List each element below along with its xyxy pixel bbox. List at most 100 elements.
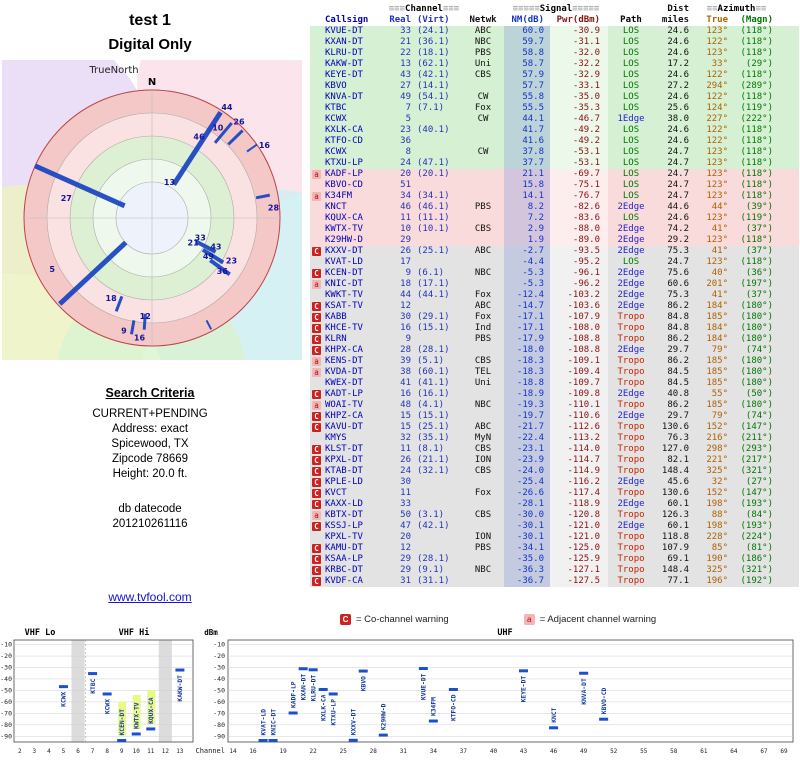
noise-margin-db: -4.4 (504, 257, 550, 268)
station-marker[interactable] (448, 688, 458, 692)
callsign-link[interactable]: KBVO (325, 81, 347, 91)
station-marker[interactable] (549, 726, 559, 730)
callsign-link[interactable]: KCWX (325, 114, 347, 124)
station-marker[interactable] (378, 733, 388, 737)
callsign-link[interactable]: KVDF-CA (325, 576, 363, 586)
station-marker[interactable] (579, 671, 589, 675)
callsign-link[interactable]: KXXV-DT (325, 246, 363, 256)
y-tick-label: -60 (213, 698, 225, 706)
radar-channel-label: 44 (221, 103, 233, 112)
channel-real: 16 (400, 323, 411, 333)
channel-virtual: (15.1) (417, 323, 450, 333)
callsign-link[interactable]: KVDA-DT (325, 367, 363, 377)
station-marker[interactable] (298, 667, 308, 671)
station-marker[interactable] (428, 719, 438, 723)
callsign-link[interactable]: KLST-DT (325, 444, 363, 454)
callsign-link[interactable]: KSAA-LP (325, 554, 363, 564)
callsign-link[interactable]: KPXL-TV (325, 532, 363, 542)
callsign-link[interactable]: KPXL-DT (325, 455, 363, 465)
callsign-link[interactable]: KAKW-DT (325, 59, 363, 69)
station-marker[interactable] (328, 692, 338, 696)
callsign-link[interactable]: KAXX-LD (325, 499, 363, 509)
station-label: K29HW-D (380, 703, 387, 730)
azimuth-true: 79° (711, 411, 728, 421)
station-marker[interactable] (131, 732, 141, 736)
callsign-link[interactable]: KNVA-DT (325, 92, 363, 102)
station-marker[interactable] (348, 738, 358, 742)
callsign-link[interactable]: KSAT-TV (325, 301, 363, 311)
callsign-link[interactable]: KTXU-LP (325, 158, 363, 168)
callsign-link[interactable]: KNCT (325, 202, 347, 212)
callsign-link[interactable]: KVAT-LD (325, 257, 363, 267)
station-marker[interactable] (58, 685, 68, 689)
station-marker[interactable] (308, 668, 318, 672)
distance-miles: 77.1 (667, 576, 689, 586)
signal-path: LOS (622, 180, 640, 190)
power-dbm: -109.8 (550, 389, 608, 400)
callsign-link[interactable]: KBVO-CD (325, 180, 363, 190)
callsign-link[interactable]: KBTX-DT (325, 510, 363, 520)
callsign-link[interactable]: KXAN-DT (325, 37, 363, 47)
callsign-link[interactable]: KWKT-TV (325, 290, 363, 300)
channel-real: 36 (400, 136, 411, 146)
network: Ind (474, 323, 492, 333)
callsign-link[interactable]: KADF-LP (325, 169, 363, 179)
distance-miles: 86.2 (667, 301, 689, 311)
callsign-link[interactable]: KAVU-DT (325, 422, 363, 432)
network: CW (477, 92, 489, 102)
callsign-link[interactable]: KXLK-CA (325, 125, 363, 135)
station-marker[interactable] (258, 739, 268, 742)
callsign-link[interactable]: K29HW-D (325, 235, 363, 245)
station-marker[interactable] (268, 739, 278, 742)
station-marker[interactable] (288, 711, 298, 715)
noise-margin-db: -35.0 (504, 554, 550, 565)
callsign-link[interactable]: KQUX-CA (325, 213, 363, 223)
station-marker[interactable] (318, 688, 328, 692)
station-marker[interactable] (358, 669, 368, 673)
callsign-link[interactable]: KAMU-DT (325, 543, 363, 553)
callsign-link[interactable]: KVUE-DT (325, 26, 363, 36)
channel-real: 50 (400, 510, 411, 520)
callsign-link[interactable]: KTAB-DT (325, 466, 363, 476)
radar-channel-label: 21 (188, 239, 200, 248)
azimuth-magnetic: (180°) (740, 400, 773, 410)
callsign-link[interactable]: KHPX-CA (325, 345, 363, 355)
azimuth-magnetic: (224°) (740, 532, 773, 542)
station-marker[interactable] (146, 727, 156, 731)
station-marker[interactable] (519, 669, 529, 673)
callsign-link[interactable]: KHPZ-CA (325, 411, 363, 421)
callsign-link[interactable]: KENS-DT (325, 356, 363, 366)
adjacent-channel-flag-icon: a (312, 170, 321, 179)
callsign-link[interactable]: K34FM (325, 191, 353, 201)
callsign-link[interactable]: KSSJ-LP (325, 521, 363, 531)
callsign-link[interactable]: KLRU-DT (325, 48, 363, 58)
callsign-link[interactable]: KLRN (325, 334, 347, 344)
power-dbm: -110.6 (550, 411, 608, 422)
callsign-link[interactable]: KCEN-DT (325, 268, 363, 278)
callsign-link[interactable]: KCWX (325, 147, 347, 157)
callsign-link[interactable]: KADT-LP (325, 389, 363, 399)
station-marker[interactable] (88, 672, 98, 676)
callsign-link[interactable]: KMYS (325, 433, 347, 443)
callsign-link[interactable]: WOAI-TV (325, 400, 363, 410)
noise-margin-db: 15.8 (504, 180, 550, 191)
callsign-link[interactable]: KWEX-DT (325, 378, 363, 388)
callsign-link[interactable]: KNIC-DT (325, 279, 363, 289)
tvfool-link[interactable]: www.tvfool.com (108, 590, 192, 604)
station-marker[interactable] (102, 692, 112, 696)
callsign-link[interactable]: KPLE-LD (325, 477, 363, 487)
station-marker[interactable] (418, 667, 428, 671)
callsign-link[interactable]: KTBC (325, 103, 347, 113)
station-marker[interactable] (599, 717, 609, 721)
channel-real: 5 (405, 114, 411, 124)
callsign-link[interactable]: KTFO-CD (325, 136, 363, 146)
callsign-link[interactable]: KWTX-TV (325, 224, 363, 234)
station-marker[interactable] (175, 668, 185, 672)
callsign-link[interactable]: KHCE-TV (325, 323, 363, 333)
callsign-link[interactable]: KABB (325, 312, 347, 322)
callsign-link[interactable]: KVCT (325, 488, 347, 498)
channel-virtual (416, 180, 462, 191)
station-marker[interactable] (117, 739, 127, 742)
callsign-link[interactable]: KEYE-DT (325, 70, 363, 80)
callsign-link[interactable]: KRBC-DT (325, 565, 363, 575)
